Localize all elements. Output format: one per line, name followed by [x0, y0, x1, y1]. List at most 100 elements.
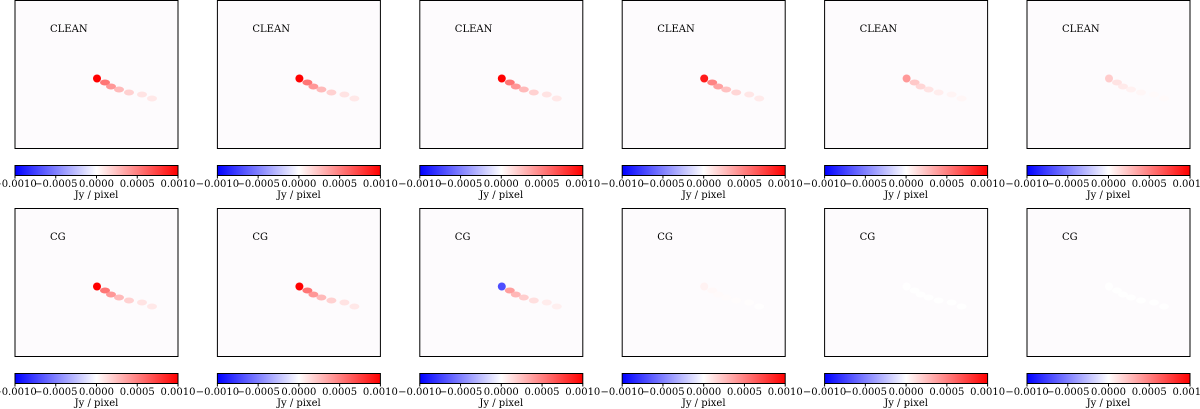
panel-label: CLEAN [455, 24, 493, 35]
colorbar-tick-label: 0.0005 [727, 179, 762, 190]
emission-peak [902, 282, 911, 291]
image-background [216, 208, 381, 357]
image-background [419, 0, 584, 149]
colorbar-tick-label: −0.0005 [1046, 179, 1089, 190]
colorbar-tick-label: −0.0005 [439, 387, 482, 398]
emission-tail [956, 95, 967, 102]
emission-tail [349, 95, 360, 102]
colorbar-label: Jy / pixel [1086, 398, 1131, 409]
colorbar-tick-label: −0.0005 [641, 179, 684, 190]
panel-label: CG [860, 232, 876, 243]
emission-peak [902, 74, 911, 83]
image-background [621, 208, 786, 357]
emission-tail [510, 83, 521, 90]
colorbar-tick-label: 0.0010 [565, 179, 600, 190]
colorbar-tick-label: 0.0000 [281, 179, 316, 190]
colorbar-tick-label: 0.0000 [686, 179, 721, 190]
emission-tail [1112, 287, 1122, 294]
emission-tail [541, 91, 552, 98]
colorbar-tick-label: −0.0010 [1005, 387, 1048, 398]
colorbar [14, 165, 179, 176]
colorbar-tick-label: −0.0010 [601, 179, 644, 190]
colorbar-tick-label: 0.0010 [1173, 387, 1200, 398]
colorbar-tick-label: −0.0005 [844, 179, 887, 190]
colorbar-tick-label: 0.0010 [768, 179, 803, 190]
emission-tail [326, 297, 337, 304]
emission-tail [713, 83, 724, 90]
colorbar [216, 165, 381, 176]
panel-label: CLEAN [1062, 24, 1100, 35]
colorbar-tick-label: 0.0005 [727, 387, 762, 398]
emission-tail [909, 79, 920, 86]
colorbar-tick-label: −0.0010 [803, 179, 846, 190]
emission-peak [700, 282, 709, 291]
panel-label: CLEAN [860, 24, 898, 35]
emission-tail [106, 83, 116, 90]
emission-tail [956, 303, 967, 310]
colorbar-tick-label: 0.0005 [929, 179, 964, 190]
colorbar-tick-label: 0.0010 [1173, 179, 1200, 190]
colorbar-tick-label: 0.0010 [161, 179, 196, 190]
emission-peak [295, 282, 304, 291]
colorbar-tick-label: 0.0000 [1091, 387, 1126, 398]
colorbar-label: Jy / pixel [478, 398, 523, 409]
colorbar-tick-label: 0.0010 [363, 387, 398, 398]
colorbar-tick-label: 0.0000 [1091, 179, 1126, 190]
panel-label: CG [657, 232, 673, 243]
colorbar [14, 373, 179, 384]
emission-tail [933, 89, 944, 96]
colorbar-tick-label: −0.0010 [398, 179, 441, 190]
image-background [824, 208, 989, 357]
image-background [621, 0, 786, 149]
colorbar-tick-label: 0.0005 [120, 387, 155, 398]
colorbar-tick-label: 0.0000 [79, 179, 114, 190]
emission-tail [909, 287, 920, 294]
emission-tail [551, 303, 562, 310]
colorbar-tick-label: 0.0000 [484, 179, 519, 190]
colorbar-tick-label: 0.0000 [484, 387, 519, 398]
emission-tail [707, 287, 718, 294]
colorbar-tick-label: 0.0010 [970, 387, 1005, 398]
colorbar-tick-label: −0.0010 [1005, 179, 1048, 190]
colorbar-tick-label: −0.0005 [34, 179, 77, 190]
emission-tail [100, 287, 110, 294]
emission-tail [114, 294, 124, 301]
colorbar-label: Jy / pixel [1086, 190, 1131, 201]
emission-peak [700, 74, 709, 83]
emission-tail [1159, 303, 1169, 310]
panel-label: CG [50, 232, 66, 243]
colorbar-tick-label: −0.0010 [601, 387, 644, 398]
panel-label: CLEAN [657, 24, 695, 35]
colorbar-tick-label: −0.0010 [196, 179, 239, 190]
colorbar-tick-label: 0.0010 [970, 179, 1005, 190]
colorbar-tick-label: 0.0005 [1132, 179, 1167, 190]
emission-tail [147, 95, 157, 102]
emission-tail [731, 89, 742, 96]
colorbar-tick-label: 0.0010 [768, 387, 803, 398]
emission-tail [504, 79, 515, 86]
image-background [824, 0, 989, 149]
colorbar-tick-label: −0.0010 [0, 179, 37, 190]
emission-peak [1105, 74, 1113, 83]
emission-tail [518, 86, 529, 93]
emission-tail [316, 294, 327, 301]
colorbar-label: Jy / pixel [681, 190, 726, 201]
colorbar [1026, 373, 1191, 384]
emission-tail [1126, 86, 1136, 93]
panel-label: CG [252, 232, 268, 243]
image-background [419, 208, 584, 357]
emission-tail [106, 291, 116, 298]
emission-tail [1149, 91, 1159, 98]
emission-tail [137, 91, 147, 98]
colorbar-tick-label: 0.0000 [79, 387, 114, 398]
colorbar-tick-label: 0.0010 [161, 387, 196, 398]
colorbar-tick-label: 0.0005 [120, 179, 155, 190]
emission-tail [923, 86, 934, 93]
emission-tail [528, 89, 539, 96]
panel-label: CG [1062, 232, 1078, 243]
emission-tail [308, 83, 319, 90]
colorbar-tick-label: 0.0005 [322, 387, 357, 398]
colorbar-tick-label: −0.0005 [439, 179, 482, 190]
colorbar-label: Jy / pixel [276, 190, 321, 201]
colorbar [1026, 165, 1191, 176]
